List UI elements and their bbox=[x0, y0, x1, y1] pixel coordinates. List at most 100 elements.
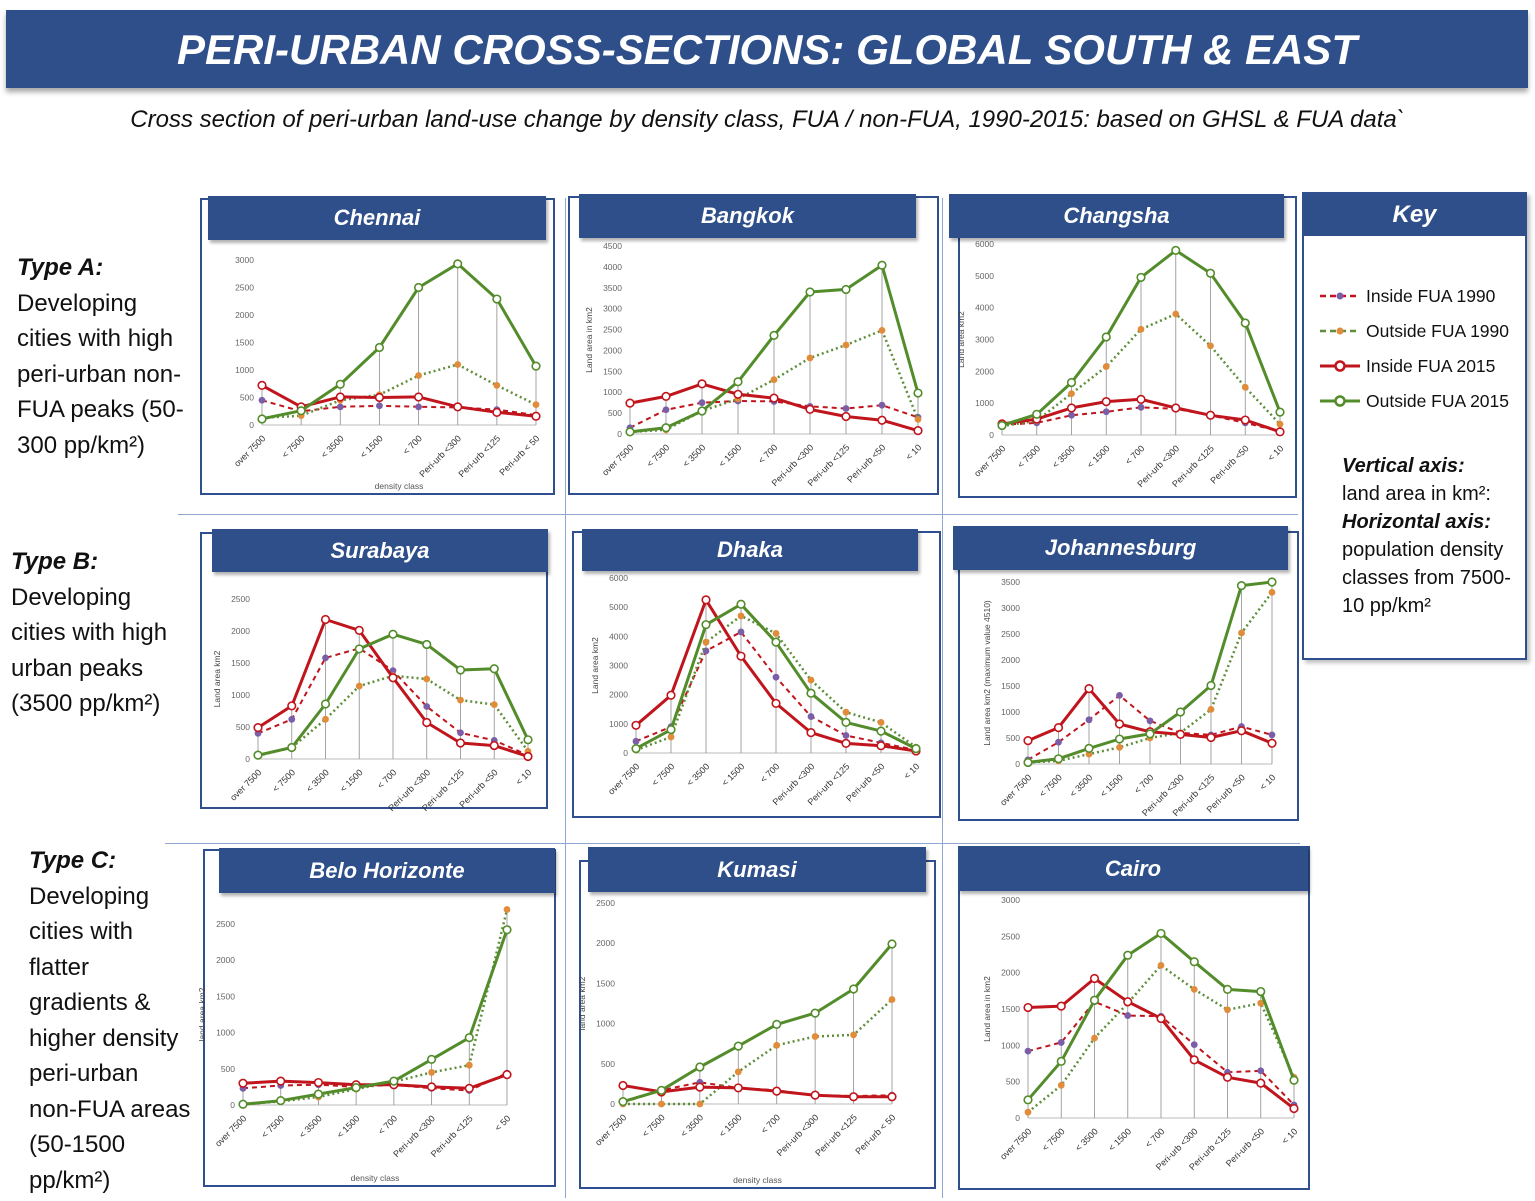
data-point-outside-1990 bbox=[696, 1100, 704, 1108]
y-tick-label: 2000 bbox=[603, 345, 622, 355]
chart-title-cairo: Cairo bbox=[958, 846, 1308, 891]
chart-belo-horizonte: 0 500 1000 1500 2000 2500 over 7500 < 7500 < 350… bbox=[197, 906, 512, 1183]
x-tick-label: over 7500 bbox=[232, 433, 267, 468]
x-tick-label: < 7500 bbox=[640, 1112, 667, 1139]
data-point-outside-2015 bbox=[1114, 734, 1125, 744]
data-point-outside-1990 bbox=[667, 733, 675, 741]
data-point-outside-2015 bbox=[426, 1054, 437, 1064]
data-point-inside-2015 bbox=[877, 415, 887, 425]
series-line-outside-1990 bbox=[1027, 591, 1273, 764]
dashed-red-line-icon bbox=[1320, 292, 1360, 300]
data-point-outside-2015 bbox=[736, 599, 746, 609]
type-c-line: cities with bbox=[29, 918, 134, 945]
type-c-line: gradients & bbox=[29, 989, 151, 1016]
data-point-outside-2015 bbox=[661, 423, 671, 433]
data-point-inside-2015 bbox=[1189, 1055, 1199, 1065]
data-point-outside-1990 bbox=[850, 1031, 857, 1039]
data-point-inside-2015 bbox=[1275, 427, 1285, 437]
type-a-line: peri-urban non- bbox=[17, 360, 182, 388]
data-point-outside-2015 bbox=[1175, 707, 1186, 717]
data-point-outside-2015 bbox=[848, 984, 859, 994]
data-point-inside-2015 bbox=[464, 1083, 474, 1093]
x-tick-label: < 3500 bbox=[685, 761, 712, 788]
x-tick-label: < 700 bbox=[401, 433, 424, 456]
y-tick-label: 0 bbox=[989, 430, 994, 440]
x-tick-label: < 3500 bbox=[304, 767, 331, 794]
y-tick-label: 3000 bbox=[235, 255, 254, 265]
x-tick-label: over 7500 bbox=[593, 1112, 628, 1147]
x-tick-label: < 3500 bbox=[681, 442, 708, 469]
data-point-inside-2015 bbox=[1066, 403, 1077, 413]
data-point-inside-2015 bbox=[661, 391, 671, 401]
data-point-outside-2015 bbox=[913, 388, 923, 398]
data-point-outside-2015 bbox=[697, 406, 707, 416]
data-point-outside-2015 bbox=[806, 688, 816, 698]
data-point-outside-1990 bbox=[770, 376, 778, 384]
data-point-outside-2015 bbox=[876, 726, 886, 736]
series-line-outside-2015 bbox=[261, 262, 538, 421]
x-tick-label: < 1500 bbox=[1085, 443, 1112, 470]
data-point-outside-2015 bbox=[335, 379, 345, 389]
data-point-outside-2015 bbox=[1032, 409, 1042, 419]
y-axis-label: land area km2 bbox=[577, 976, 587, 1030]
data-point-inside-1990 bbox=[1268, 731, 1276, 739]
x-tick-label: < 700 bbox=[376, 1113, 399, 1136]
y-tick-label: 1000 bbox=[1001, 1040, 1020, 1050]
data-point-inside-2015 bbox=[697, 379, 707, 389]
data-point-inside-1990 bbox=[258, 396, 266, 404]
data-point-outside-2015 bbox=[1156, 928, 1166, 939]
data-point-inside-2015 bbox=[1101, 396, 1111, 407]
x-tick-label: < 10 bbox=[1280, 1126, 1300, 1146]
y-tick-label: 1500 bbox=[231, 658, 250, 668]
data-point-outside-2015 bbox=[631, 744, 641, 754]
type-c-line: flatter bbox=[29, 953, 90, 981]
data-point-outside-2015 bbox=[287, 742, 297, 753]
data-point-inside-2015 bbox=[253, 723, 263, 733]
data-point-outside-2015 bbox=[1056, 1056, 1066, 1066]
y-tick-label: 2500 bbox=[1001, 629, 1020, 639]
data-point-outside-1990 bbox=[355, 682, 363, 690]
y-tick-label: 1000 bbox=[609, 719, 628, 729]
data-point-inside-1990 bbox=[1057, 1039, 1065, 1046]
data-point-inside-1990 bbox=[772, 673, 780, 681]
data-point-outside-2015 bbox=[455, 665, 466, 675]
x-tick-label: < 1500 bbox=[1106, 1126, 1133, 1153]
data-point-outside-2015 bbox=[320, 699, 331, 709]
data-point-inside-1990 bbox=[878, 401, 886, 409]
chart-title-chennai: Chennai bbox=[208, 196, 546, 240]
data-point-inside-1990 bbox=[1257, 1067, 1265, 1075]
y-tick-label: 500 bbox=[221, 1064, 235, 1074]
y-tick-label: 2500 bbox=[1001, 931, 1020, 941]
type-b-line: urban peaks bbox=[11, 654, 144, 682]
chart-panel-dhaka bbox=[572, 531, 941, 818]
series-line-outside-2015 bbox=[622, 943, 894, 1104]
x-tick-label: Peri-urb <125 bbox=[456, 433, 502, 479]
data-point-outside-1990 bbox=[772, 630, 780, 637]
data-point-inside-2015 bbox=[388, 673, 398, 683]
data-point-outside-1990 bbox=[1276, 420, 1284, 428]
series-line-inside-1990 bbox=[261, 399, 537, 417]
data-point-outside-2015 bbox=[354, 644, 364, 654]
data-point-outside-2015 bbox=[502, 925, 512, 935]
data-point-outside-1990 bbox=[415, 372, 422, 379]
data-point-inside-2015 bbox=[805, 404, 815, 414]
x-tick-label: < 10 bbox=[1266, 443, 1286, 463]
data-point-inside-1990 bbox=[1190, 1041, 1198, 1049]
data-point-outside-1990 bbox=[773, 1041, 781, 1049]
data-point-inside-1990 bbox=[415, 403, 422, 411]
y-tick-label: 500 bbox=[236, 722, 250, 732]
data-point-outside-2015 bbox=[531, 361, 541, 371]
data-point-inside-2015 bbox=[913, 426, 923, 436]
data-point-outside-2015 bbox=[695, 1062, 705, 1072]
data-point-outside-1990 bbox=[1268, 588, 1276, 596]
data-point-inside-1990 bbox=[662, 406, 670, 414]
y-tick-label: 1500 bbox=[1001, 681, 1020, 691]
data-point-outside-1990 bbox=[842, 708, 850, 716]
type-a-line: cities with high bbox=[17, 325, 174, 352]
data-point-inside-2015 bbox=[320, 614, 331, 625]
y-tick-label: 2500 bbox=[603, 325, 622, 335]
data-point-inside-2015 bbox=[1171, 403, 1181, 413]
data-point-inside-1990 bbox=[376, 402, 383, 410]
data-point-outside-1990 bbox=[1241, 383, 1249, 391]
